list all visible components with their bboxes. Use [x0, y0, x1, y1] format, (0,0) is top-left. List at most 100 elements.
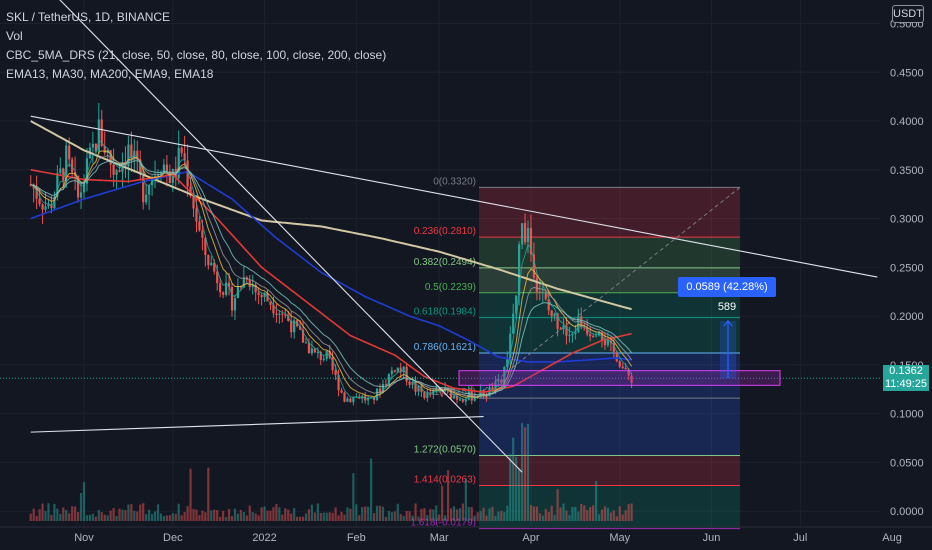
volume-indicator-label[interactable]: Vol: [6, 29, 23, 43]
volume-bar: [426, 515, 429, 521]
volume-bar: [310, 504, 314, 521]
volume-bar: [393, 511, 396, 521]
volume-bar: [50, 514, 53, 521]
volume-bar: [100, 512, 103, 521]
time-tick-label: Jul: [793, 532, 807, 544]
candle-body: [515, 295, 518, 314]
candle-body: [59, 168, 62, 174]
candle-body: [334, 370, 337, 376]
volume-bar: [491, 506, 494, 521]
volume-bar: [35, 515, 38, 521]
candle-body: [47, 204, 50, 207]
measure-tool[interactable]: [720, 319, 736, 379]
volume-bar: [544, 508, 547, 521]
candle-body: [414, 382, 417, 392]
currency-button[interactable]: USDT: [892, 5, 924, 23]
volume-bar: [612, 510, 615, 521]
candle-body: [491, 387, 494, 392]
time-tick-label: Jun: [703, 532, 721, 544]
indicator-label-cbc[interactable]: CBC_5MA_DRS (21, close, 50, close, 80, c…: [6, 48, 387, 62]
trendlines[interactable]: [0, 0, 880, 473]
volume-bar: [340, 511, 343, 521]
volume-bar: [121, 509, 124, 521]
ema-line: [30, 155, 633, 397]
price-tick-label: 0.0500: [890, 457, 924, 469]
volume-bar: [248, 505, 251, 521]
candle-body: [331, 357, 334, 371]
fib-level-label: 0.618(0.1984): [414, 307, 476, 318]
candle-body: [526, 228, 530, 243]
volume-bar: [562, 503, 565, 521]
volume-bar: [441, 485, 444, 521]
candle-body: [204, 237, 207, 256]
candle-body: [586, 327, 589, 335]
volume-bar: [476, 512, 479, 521]
volume-bar: [355, 504, 358, 521]
price-axis[interactable]: 0.50000.45000.40000.35000.30000.25000.20…: [880, 0, 932, 550]
volume-bar: [127, 504, 130, 521]
candle-body: [150, 178, 154, 186]
volume-bar: [606, 507, 610, 521]
volume-bar: [568, 514, 571, 521]
candle-body: [544, 291, 547, 300]
candle-body: [180, 147, 183, 154]
candle-body: [257, 292, 260, 295]
candle-body: [284, 314, 287, 316]
volume-bar: [293, 508, 296, 521]
volume-bar: [458, 508, 462, 521]
current-price-badge: 0.1362 11:49:25: [883, 365, 929, 391]
candle-body: [509, 333, 512, 358]
candle-body: [165, 164, 168, 172]
candle-body: [76, 175, 80, 198]
symbol-title[interactable]: SKL / TetherUS, 1D, BINANCE: [6, 10, 171, 24]
volume-bar: [352, 473, 355, 521]
volume-bar: [577, 511, 580, 521]
candle-body: [461, 399, 464, 402]
volume-bar: [485, 515, 488, 521]
price-axis-bg: [880, 0, 932, 550]
candle-body: [85, 158, 89, 184]
volume-bar: [275, 503, 278, 521]
volume-bar: [145, 514, 148, 521]
candle-body: [518, 244, 521, 296]
support-zone: [458, 370, 781, 386]
volume-bar: [230, 516, 234, 521]
fib-level-label: 1.414(0.0263): [414, 474, 476, 485]
volume-bar: [85, 515, 89, 521]
candle-body: [91, 143, 94, 148]
candle-body: [393, 370, 396, 372]
volume-bar: [597, 514, 601, 521]
candle-body: [269, 301, 272, 305]
candle-body: [319, 351, 322, 360]
fib-zone: [479, 187, 740, 238]
fib-level-label: 0.236(0.2810): [414, 226, 476, 237]
volume-bar: [97, 510, 100, 521]
volume-bar: [44, 511, 47, 521]
indicator-label-ema[interactable]: EMA13, MA30, MA200, EMA9, EMA18: [6, 67, 214, 81]
candle-body: [512, 313, 515, 334]
candle-body: [464, 399, 467, 402]
candle-body: [44, 206, 47, 210]
volume-bar: [372, 513, 376, 521]
candle-body: [301, 329, 305, 343]
volume-bar: [204, 512, 207, 521]
candle-body: [497, 379, 500, 382]
candle-body: [337, 375, 340, 391]
candle-body: [618, 361, 621, 367]
volume-bar: [423, 508, 426, 521]
candle-body: [145, 194, 148, 203]
volume-bar: [227, 509, 231, 521]
candle-body: [417, 386, 420, 392]
candle-body: [494, 381, 497, 392]
volume-bar: [224, 516, 228, 521]
volume-bar: [65, 510, 68, 521]
time-axis[interactable]: Nov Dec 2022 Feb Mar Apr May Jun Jul Aug: [0, 526, 932, 544]
volume-bar: [470, 506, 473, 521]
volume-bar: [313, 512, 316, 521]
candle-body: [455, 395, 459, 400]
candle-body: [139, 159, 142, 174]
candle-body: [429, 393, 432, 395]
trendline: [59, 0, 523, 473]
candle-body: [426, 393, 429, 398]
